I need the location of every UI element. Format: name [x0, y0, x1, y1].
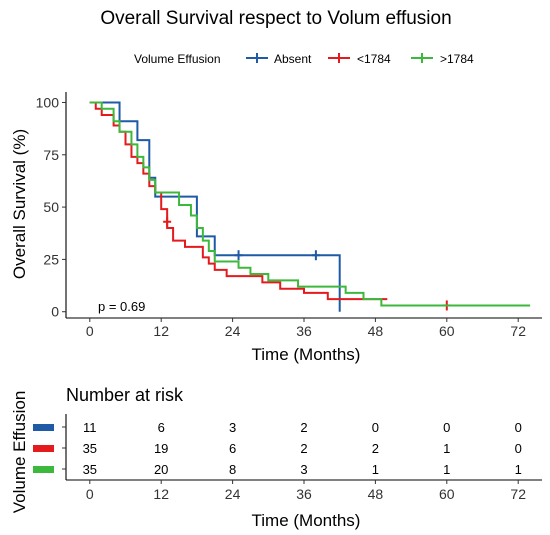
risk-count: 0	[443, 420, 450, 435]
x-tick-label: 48	[368, 323, 384, 339]
risk-table-title: Number at risk	[66, 385, 184, 405]
risk-table-x-title: Time (Months)	[252, 511, 361, 530]
x-tick-label: 72	[510, 323, 526, 339]
risk-count: 2	[372, 441, 379, 456]
risk-count: 1	[515, 462, 522, 477]
risk-count: 6	[229, 441, 236, 456]
risk-count: 19	[154, 441, 168, 456]
risk-count: 8	[229, 462, 236, 477]
risk-count: 35	[83, 462, 97, 477]
risk-row-swatch	[33, 424, 54, 431]
risk-count: 1	[443, 462, 450, 477]
legend-title: Volume Effusion	[134, 52, 221, 66]
risk-x-tick-label: 24	[225, 486, 241, 502]
survival-curve	[89, 101, 341, 312]
risk-count: 1	[372, 462, 379, 477]
risk-count: 2	[300, 441, 307, 456]
chart-title: Overall Survival respect to Volum effusi…	[100, 8, 451, 29]
risk-count: 0	[372, 420, 379, 435]
p-value-label: p = 0.69	[98, 299, 145, 314]
y-tick-label: 75	[43, 147, 59, 163]
risk-x-tick-label: 48	[368, 486, 384, 502]
risk-x-tick-label: 12	[153, 486, 169, 502]
risk-x-tick-label: 36	[296, 486, 312, 502]
x-axis-title: Time (Months)	[252, 345, 361, 364]
plot-series	[89, 101, 531, 312]
y-tick-label: 0	[51, 304, 59, 320]
y-tick-label: 100	[36, 94, 60, 110]
x-tick-label: 60	[439, 323, 455, 339]
risk-count: 0	[515, 420, 522, 435]
y-tick-label: 25	[43, 251, 59, 267]
survival-curve	[89, 101, 388, 301]
legend-label: <1784	[357, 52, 391, 66]
x-tick-label: 0	[86, 323, 94, 339]
survival-curve	[89, 101, 531, 307]
x-tick-label: 12	[153, 323, 169, 339]
risk-table-y-title: Volume Effusion	[10, 391, 29, 514]
risk-count: 20	[154, 462, 168, 477]
risk-x-tick-label: 72	[510, 486, 526, 502]
risk-x-tick-label: 0	[86, 486, 94, 502]
risk-count: 0	[515, 441, 522, 456]
x-tick-label: 36	[296, 323, 312, 339]
legend-label: Absent	[274, 52, 312, 66]
risk-count: 35	[83, 441, 97, 456]
legend-label: >1784	[440, 52, 474, 66]
risk-count: 1	[443, 441, 450, 456]
y-axis-title: Overall Survival (%)	[10, 129, 29, 279]
x-tick-label: 24	[225, 323, 241, 339]
risk-x-tick-label: 60	[439, 486, 455, 502]
risk-count: 3	[300, 462, 307, 477]
risk-count: 11	[83, 420, 97, 435]
legend: Volume Effusion Absent <1784 >1784	[134, 52, 474, 66]
risk-row-swatch	[33, 445, 54, 452]
y-tick-label: 50	[43, 199, 59, 215]
risk-count: 3	[229, 420, 236, 435]
risk-count: 6	[158, 420, 165, 435]
risk-table: 11 6 3 2 0 0 035 19 6 2 2 1 035 20 8 3 1 1 10 12 24 36 48 60 72	[33, 414, 542, 502]
risk-row-swatch	[33, 466, 54, 473]
plot-axes: 0 25 50 75 100 0 12 24 36 48 60 72	[36, 92, 542, 339]
risk-count: 2	[300, 420, 307, 435]
